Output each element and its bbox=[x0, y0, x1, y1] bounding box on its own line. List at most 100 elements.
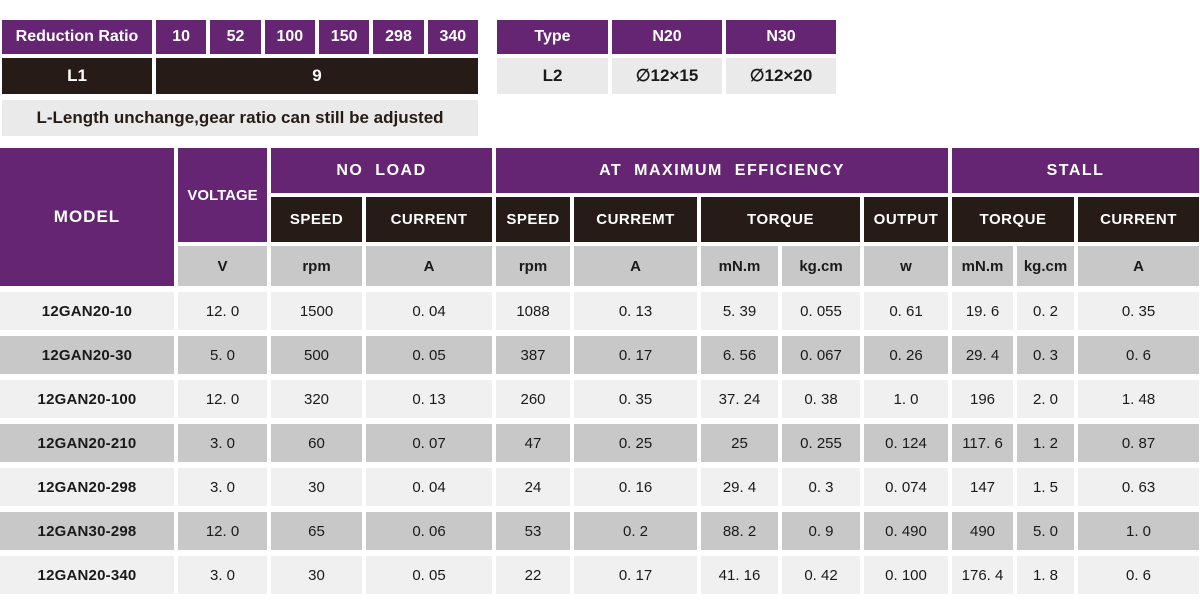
table-cell: 3. 0 bbox=[178, 556, 267, 594]
reduction-ratio-table: Reduction Ratio 10 52 100 150 298 340 L1… bbox=[2, 20, 478, 136]
max-efficiency-group-header: AT MAXIMUM EFFICIENCY bbox=[496, 148, 948, 193]
table-cell: 0. 04 bbox=[366, 468, 492, 506]
max-eff-torque-header: TORQUE bbox=[701, 197, 860, 242]
table-cell: 6. 56 bbox=[701, 336, 778, 374]
no-load-current-unit: A bbox=[366, 246, 492, 286]
table-cell: 147 bbox=[952, 468, 1013, 506]
model-cell: 12GAN20-100 bbox=[0, 380, 174, 418]
l1-row: L1 9 bbox=[2, 58, 478, 94]
no-load-group-header: NO LOAD bbox=[271, 148, 492, 193]
l1-value: 9 bbox=[156, 58, 478, 94]
spec-table: MODEL VOLTAGE NO LOAD AT MAXIMUM EFFICIE… bbox=[0, 148, 1199, 594]
output-header: OUTPUT bbox=[864, 197, 948, 242]
model-cell: 12GAN20-210 bbox=[0, 424, 174, 462]
table-cell: 320 bbox=[271, 380, 362, 418]
table-cell: 65 bbox=[271, 512, 362, 550]
table-cell: 196 bbox=[952, 380, 1013, 418]
table-cell: 12. 0 bbox=[178, 380, 267, 418]
table-cell: 3. 0 bbox=[178, 424, 267, 462]
type-table: Type N20 N30 L2 ∅12×15 ∅12×20 bbox=[497, 20, 836, 94]
l2-label: L2 bbox=[497, 58, 608, 94]
max-eff-current-header: CURREMT bbox=[574, 197, 697, 242]
table-cell: 387 bbox=[496, 336, 570, 374]
table-cell: 47 bbox=[496, 424, 570, 462]
table-cell: 29. 4 bbox=[952, 336, 1013, 374]
table-cell: 25 bbox=[701, 424, 778, 462]
table-cell: 0. 13 bbox=[574, 292, 697, 330]
max-eff-torque-kgcm-unit: kg.cm bbox=[782, 246, 860, 286]
voltage-unit: V bbox=[178, 246, 267, 286]
ratio-value: 100 bbox=[264, 20, 315, 54]
table-row: 12GAN20-298 3. 0 30 0. 04 24 0. 16 29. 4… bbox=[0, 468, 1199, 506]
table-cell: 0. 61 bbox=[864, 292, 948, 330]
voltage-header: VOLTAGE bbox=[178, 148, 267, 242]
ratio-value: 298 bbox=[373, 20, 424, 54]
table-cell: 500 bbox=[271, 336, 362, 374]
reduction-ratio-label: Reduction Ratio bbox=[2, 20, 152, 54]
table-cell: 117. 6 bbox=[952, 424, 1013, 462]
ratio-value: 52 bbox=[210, 20, 261, 54]
table-cell: 19. 6 bbox=[952, 292, 1013, 330]
no-load-speed-unit: rpm bbox=[271, 246, 362, 286]
ratio-value: 150 bbox=[318, 20, 370, 54]
table-cell: 1. 5 bbox=[1017, 468, 1074, 506]
type-n20-header: N20 bbox=[612, 20, 722, 54]
table-cell: 0. 05 bbox=[366, 556, 492, 594]
stall-torque-header: TORQUE bbox=[952, 197, 1074, 242]
table-cell: 41. 16 bbox=[701, 556, 778, 594]
table-cell: 490 bbox=[952, 512, 1013, 550]
table-cell: 0. 25 bbox=[574, 424, 697, 462]
table-cell: 1. 0 bbox=[864, 380, 948, 418]
max-eff-current-unit: A bbox=[574, 246, 697, 286]
table-cell: 1. 2 bbox=[1017, 424, 1074, 462]
table-row: 12GAN20-100 12. 0 320 0. 13 260 0. 35 37… bbox=[0, 380, 1199, 418]
model-cell: 12GAN20-10 bbox=[0, 292, 174, 330]
type-header-row: Type N20 N30 bbox=[497, 20, 836, 54]
no-load-current-header: CURRENT bbox=[366, 197, 492, 242]
table-cell: 0. 6 bbox=[1078, 556, 1199, 594]
table-cell: 0. 067 bbox=[782, 336, 860, 374]
table-cell: 53 bbox=[496, 512, 570, 550]
stall-torque-kgcm-unit: kg.cm bbox=[1017, 246, 1074, 286]
table-row: 12GAN30-298 12. 0 65 0. 06 53 0. 2 88. 2… bbox=[0, 512, 1199, 550]
ratio-value: 340 bbox=[427, 20, 478, 54]
table-cell: 5. 0 bbox=[1017, 512, 1074, 550]
type-n30-header: N30 bbox=[726, 20, 836, 54]
table-cell: 0. 9 bbox=[782, 512, 860, 550]
table-cell: 12. 0 bbox=[178, 292, 267, 330]
model-cell: 12GAN20-340 bbox=[0, 556, 174, 594]
table-cell: 176. 4 bbox=[952, 556, 1013, 594]
table-cell: 0. 07 bbox=[366, 424, 492, 462]
table-cell: 1. 8 bbox=[1017, 556, 1074, 594]
table-cell: 0. 16 bbox=[574, 468, 697, 506]
stall-group-header: STALL bbox=[952, 148, 1199, 193]
table-cell: 30 bbox=[271, 468, 362, 506]
table-cell: 0. 490 bbox=[864, 512, 948, 550]
table-row: 12GAN20-30 5. 0 500 0. 05 387 0. 17 6. 5… bbox=[0, 336, 1199, 374]
table-cell: 24 bbox=[496, 468, 570, 506]
table-cell: 0. 124 bbox=[864, 424, 948, 462]
stall-current-header: CURRENT bbox=[1078, 197, 1199, 242]
table-cell: 3. 0 bbox=[178, 468, 267, 506]
ratio-value: 10 bbox=[156, 20, 207, 54]
table-cell: 0. 13 bbox=[366, 380, 492, 418]
l2-row: L2 ∅12×15 ∅12×20 bbox=[497, 58, 836, 94]
table-cell: 0. 055 bbox=[782, 292, 860, 330]
table-cell: 0. 3 bbox=[1017, 336, 1074, 374]
length-note: L-Length unchange,gear ratio can still b… bbox=[2, 100, 478, 136]
max-eff-speed-unit: rpm bbox=[496, 246, 570, 286]
table-cell: 0. 100 bbox=[864, 556, 948, 594]
table-cell: 29. 4 bbox=[701, 468, 778, 506]
l2-n20-value: ∅12×15 bbox=[612, 58, 722, 94]
table-cell: 30 bbox=[271, 556, 362, 594]
table-cell: 0. 074 bbox=[864, 468, 948, 506]
model-cell: 12GAN20-30 bbox=[0, 336, 174, 374]
table-cell: 0. 63 bbox=[1078, 468, 1199, 506]
table-cell: 1088 bbox=[496, 292, 570, 330]
table-cell: 0. 06 bbox=[366, 512, 492, 550]
table-cell: 0. 35 bbox=[574, 380, 697, 418]
no-load-speed-header: SPEED bbox=[271, 197, 362, 242]
stall-torque-mnm-unit: mN.m bbox=[952, 246, 1013, 286]
table-cell: 260 bbox=[496, 380, 570, 418]
table-cell: 0. 42 bbox=[782, 556, 860, 594]
